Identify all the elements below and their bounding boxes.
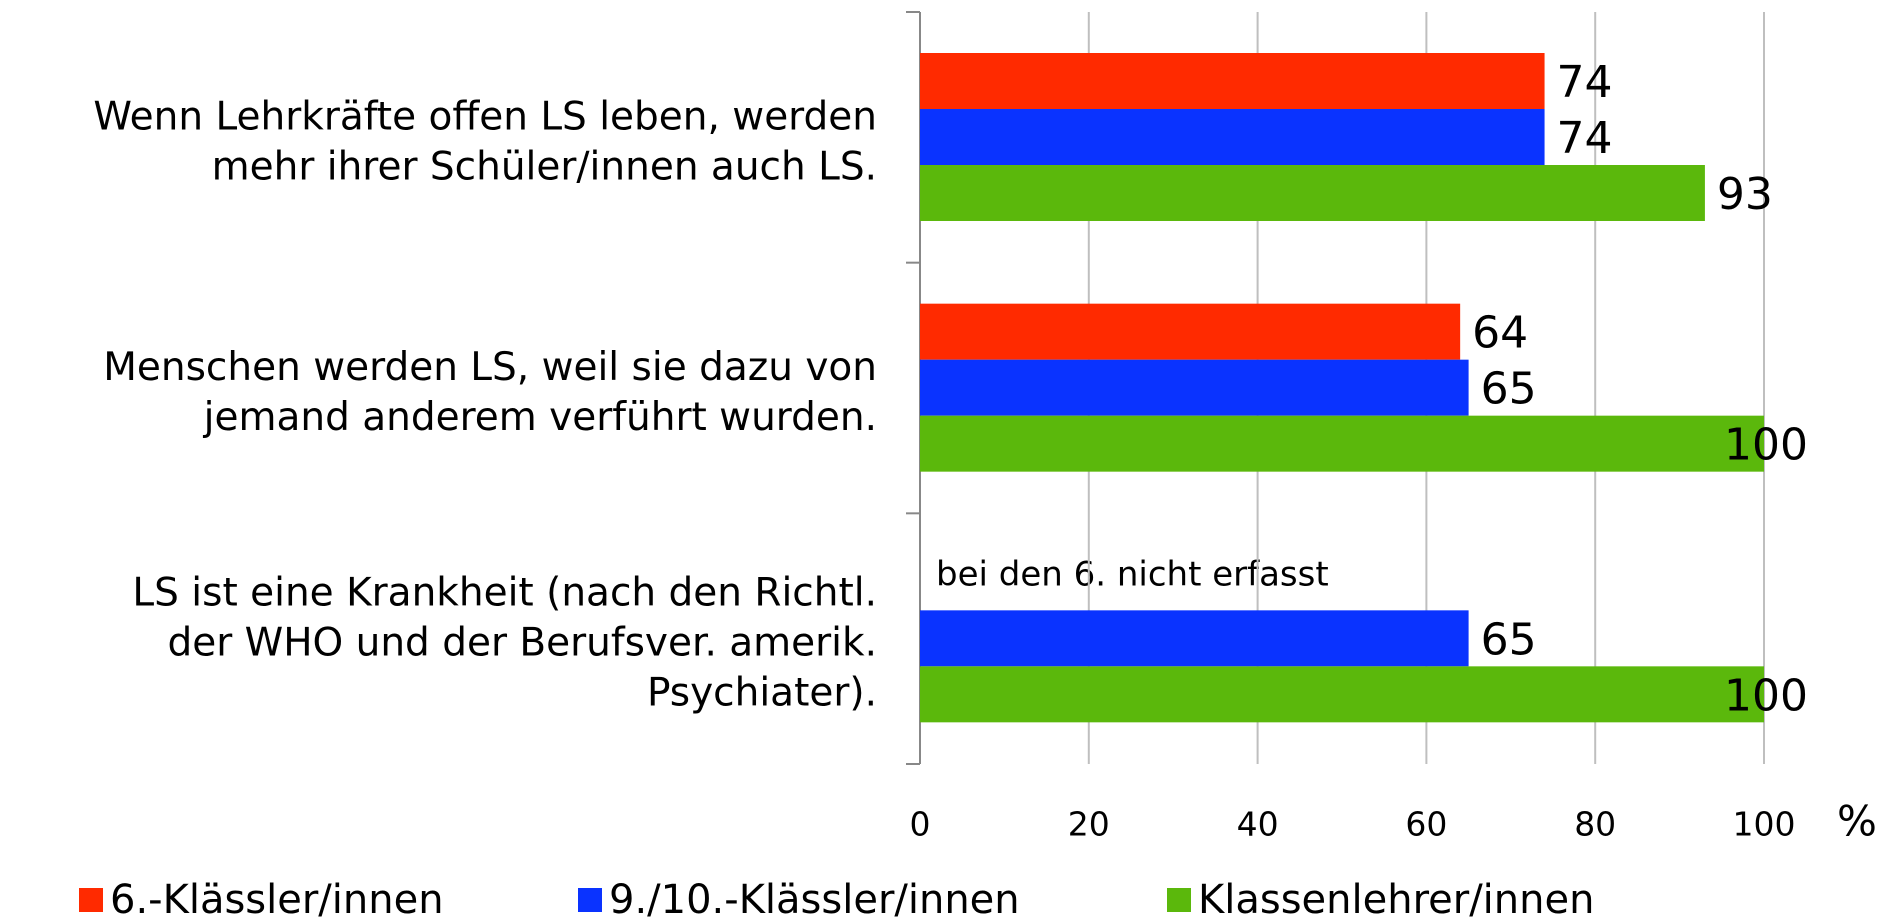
category-label-line: LS ist eine Krankheit (nach den Richtl. — [132, 570, 877, 615]
legend-label: 6.-Klässler/innen — [110, 877, 444, 922]
bar — [920, 359, 1469, 416]
legend-swatch — [79, 888, 103, 912]
bar — [920, 165, 1705, 221]
category-label-line: mehr ihrer Schüler/innen auch LS. — [212, 144, 877, 189]
category-label-line: der WHO und der Berufsver. amerik. — [167, 620, 877, 665]
bar — [920, 53, 1545, 109]
legend-label: 9./10.-Klässler/innen — [609, 877, 1020, 922]
value-label: 100 — [1724, 670, 1808, 721]
legend-swatch — [578, 888, 602, 912]
value-label: 64 — [1472, 308, 1528, 359]
category-label: LS ist eine Krankheit (nach den Richtl. d… — [132, 570, 877, 715]
category-label-line: Wenn Lehrkräfte offen LS leben, werden — [93, 94, 877, 139]
x-tick-label: 40 — [1237, 805, 1279, 844]
value-label: 65 — [1481, 614, 1537, 665]
x-tick-label: 80 — [1574, 805, 1616, 844]
category-label-line: Menschen werden LS, weil sie dazu von — [103, 345, 877, 390]
bar — [920, 109, 1545, 165]
value-label: 74 — [1557, 57, 1613, 108]
legend-label: Klassenlehrer/innen — [1198, 877, 1594, 922]
bar — [920, 303, 1461, 360]
x-tick-label: 60 — [1405, 805, 1447, 844]
category-label-line: Psychiater). — [647, 670, 877, 715]
x-tick-label: 0 — [910, 805, 931, 844]
value-label: 93 — [1717, 169, 1773, 220]
value-label: 65 — [1481, 364, 1537, 415]
x-tick-label: 20 — [1068, 805, 1110, 844]
category-label: Menschen werden LS, weil sie dazu von jem… — [103, 345, 877, 440]
x-tick-label: 100 — [1733, 805, 1796, 844]
legend-swatch — [1167, 888, 1191, 912]
category-label: Wenn Lehrkräfte offen LS leben, werden me… — [93, 94, 877, 189]
bar — [920, 415, 1764, 472]
value-label: 100 — [1724, 420, 1808, 471]
category-label-line: jemand anderem verführt wurden. — [203, 395, 877, 440]
bar — [920, 666, 1764, 723]
x-axis-label: % — [1837, 797, 1877, 846]
bar — [920, 610, 1469, 667]
annotation: bei den 6. nicht erfasst — [936, 555, 1329, 595]
value-label: 74 — [1557, 113, 1613, 164]
